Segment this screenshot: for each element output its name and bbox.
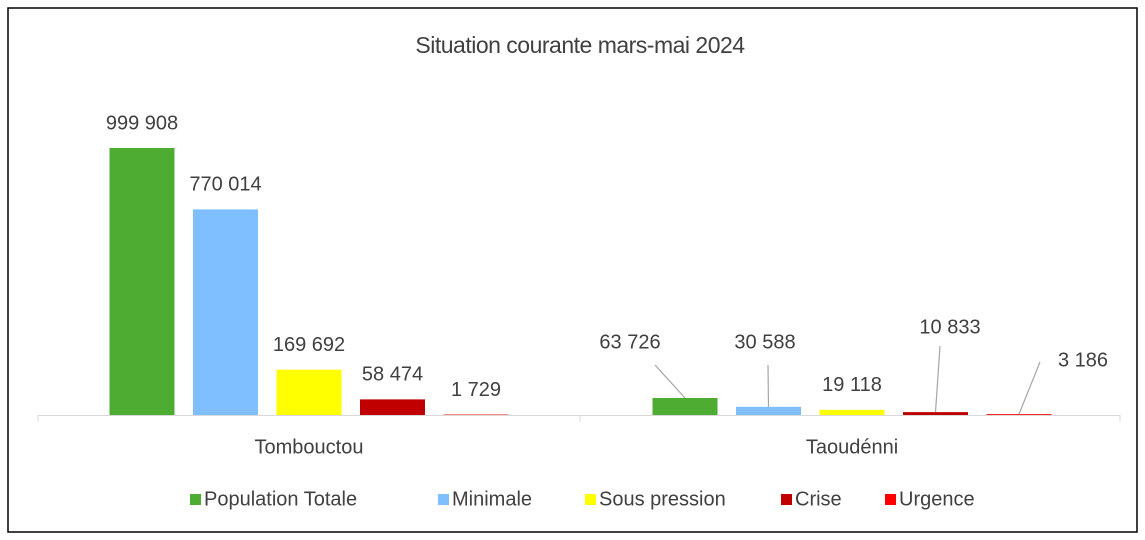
bar [109, 148, 175, 415]
data-label: 63 726 [599, 331, 660, 353]
leader-line [654, 364, 686, 399]
bar [360, 399, 425, 415]
x-tick-label: Tombouctou [255, 436, 364, 458]
data-label: 770 014 [189, 174, 261, 196]
data-label: 999 908 [106, 112, 178, 134]
legend-label: Crise [795, 488, 842, 510]
data-label: 30 588 [734, 331, 795, 353]
data-label: 58 474 [362, 364, 423, 386]
chart-border [7, 7, 1138, 533]
legend-label: Sous pression [599, 488, 726, 510]
data-label: 169 692 [273, 334, 345, 356]
bar [652, 397, 718, 415]
leader-line [767, 364, 770, 407]
data-label: 19 118 [822, 374, 882, 396]
bar [986, 414, 1052, 415]
data-label: 3 186 [1058, 349, 1108, 371]
bar [276, 369, 342, 415]
legend-swatch [190, 494, 201, 505]
legend-swatch [438, 494, 449, 505]
bar [819, 409, 885, 415]
legend-swatch [585, 494, 596, 505]
bar [903, 412, 968, 415]
leader-line [1018, 361, 1041, 415]
legend-label: Minimale [452, 488, 532, 510]
bar [736, 406, 801, 415]
legend-swatch [781, 494, 792, 505]
legend-label: Population Totale [204, 488, 357, 510]
leader-line [934, 345, 941, 413]
legend-label: Urgence [899, 488, 975, 510]
chart-title: Situation courante mars-mai 2024 [415, 32, 745, 58]
data-label: 10 833 [919, 316, 980, 338]
data-label: 1 729 [451, 379, 501, 401]
x-tick-label: Taoudénni [806, 436, 898, 458]
legend-swatch [885, 494, 896, 505]
bar [193, 209, 258, 415]
